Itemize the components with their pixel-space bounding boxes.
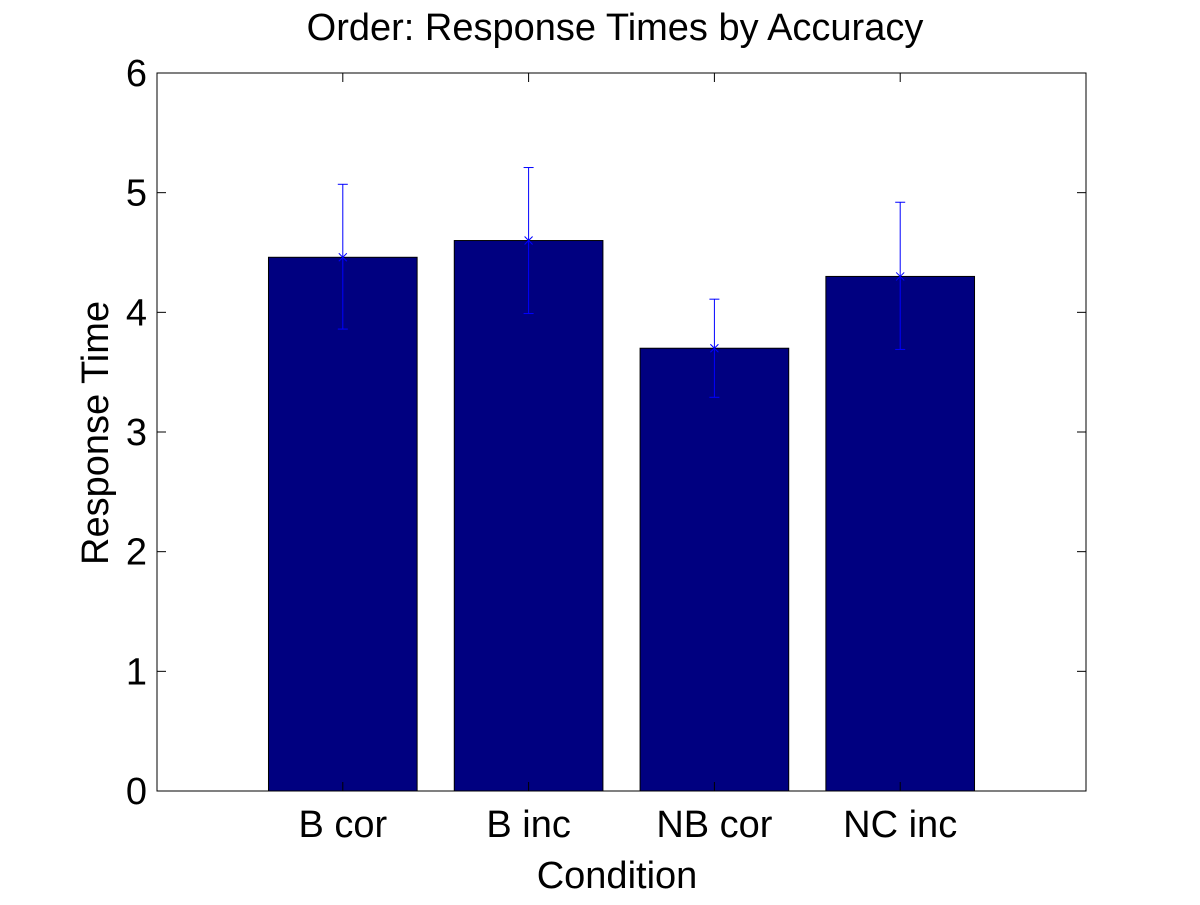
mean-marker [524,236,533,245]
bar-b-cor [267,256,418,792]
y-tick-label: 0 [126,771,147,813]
mean-marker [710,343,719,353]
y-tick-label: 1 [126,651,147,693]
x-tick-label: B cor [298,804,387,846]
bars-layer [267,240,976,792]
y-axis-label: Response Time [75,301,117,565]
bar-b-inc [453,240,604,792]
mean-marker [895,272,905,281]
y-tick-label: 5 [126,173,147,215]
x-tick-label: NC inc [843,804,957,846]
y-tick-label: 6 [126,53,147,95]
ticks-layer: B cor B inc NB cor NC inc 0 1 2 3 4 5 6 [126,53,1086,846]
y-tick-label: 4 [126,292,147,334]
error-bar-b-inc [523,167,534,315]
x-axis-label: Condition [537,855,698,897]
mean-marker [338,252,348,262]
x-tick-label: B inc [486,804,570,846]
y-tick-label: 3 [126,412,147,454]
error-bar-b-cor [337,183,348,330]
bar-nc-inc [825,275,976,792]
error-bar-nb-cor [709,298,720,398]
chart-title: Order: Response Times by Accuracy [307,7,924,49]
bar-nb-cor [639,347,790,792]
error-bars-layer [337,167,906,398]
y-tick-label: 2 [126,532,147,574]
error-bar-nc-inc [895,201,906,350]
x-tick-label: NB cor [656,804,772,846]
